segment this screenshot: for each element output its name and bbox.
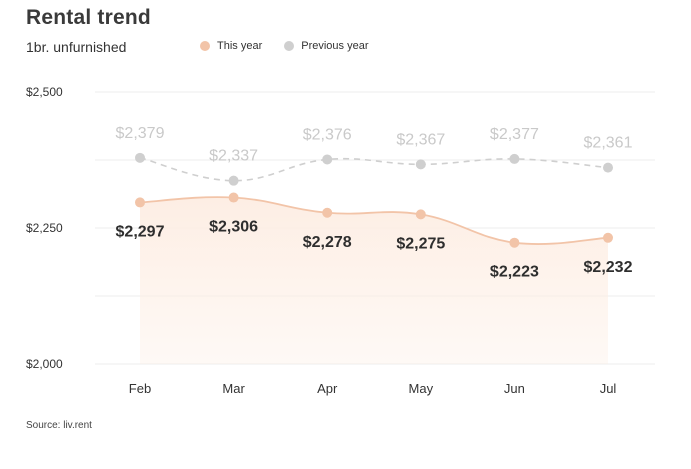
previous-year-label-may: $2,367 [396, 131, 445, 148]
this-year-line [139, 196, 609, 245]
chart-title: Rental trend [26, 6, 151, 29]
legend-swatch-previous-year [284, 41, 295, 51]
this-year-label-jul: $2,232 [584, 259, 633, 276]
this-year-label-feb: $2,297 [116, 223, 165, 240]
legend-item-previous-year: Previous year [284, 40, 369, 52]
x-tick-label-jun: Jun [504, 381, 525, 396]
chart-subtitle: 1br. unfurnished [26, 39, 127, 55]
x-tick-label-mar: Mar [222, 381, 245, 396]
this-year-label-jun: $2,223 [490, 264, 539, 281]
this-year-point-mar [228, 192, 239, 203]
x-tick-label-may: May [409, 381, 434, 396]
x-tick-label-apr: Apr [317, 381, 338, 396]
previous-year-label-mar: $2,337 [209, 148, 258, 165]
previous-year-label-jul: $2,361 [584, 135, 633, 152]
previous-year-label-jun: $2,377 [490, 126, 539, 143]
previous-year-point-mar [228, 175, 239, 186]
previous-year-point-jun [509, 153, 520, 164]
previous-year-point-apr [322, 154, 333, 165]
legend: This year Previous year [200, 40, 391, 52]
legend-label-this-year: This year [217, 40, 263, 52]
previous-year-point-may [415, 159, 426, 170]
this-year-label-apr: $2,278 [303, 234, 352, 251]
previous-year-label-feb: $2,379 [116, 125, 165, 142]
previous-year-point-jul [603, 162, 613, 173]
y-tick-label-0: $2,000 [26, 357, 63, 371]
this-year-label-mar: $2,306 [209, 219, 258, 236]
this-year-point-apr [322, 207, 333, 218]
legend-swatch-this-year [200, 41, 210, 51]
this-year-point-feb [135, 197, 145, 208]
legend-item-this-year: This year [200, 40, 262, 52]
this-year-point-jul [603, 232, 613, 243]
legend-label-previous-year: Previous year [301, 40, 369, 52]
this-year-label-may: $2,275 [396, 235, 445, 252]
this-year-point-may [415, 209, 426, 220]
previous-year-point-feb [135, 152, 145, 163]
previous-year-label-apr: $2,376 [303, 126, 352, 143]
x-tick-label-jul: Jul [600, 381, 617, 396]
y-tick-label-2: $2,500 [26, 85, 63, 99]
this-year-area [140, 197, 608, 364]
this-year-point-jun [509, 237, 520, 248]
previous-year-line [139, 157, 609, 182]
y-tick-label-1: $2,250 [26, 221, 63, 235]
source-note: Source: liv.rent [26, 420, 92, 431]
x-tick-label-feb: Feb [129, 381, 151, 396]
